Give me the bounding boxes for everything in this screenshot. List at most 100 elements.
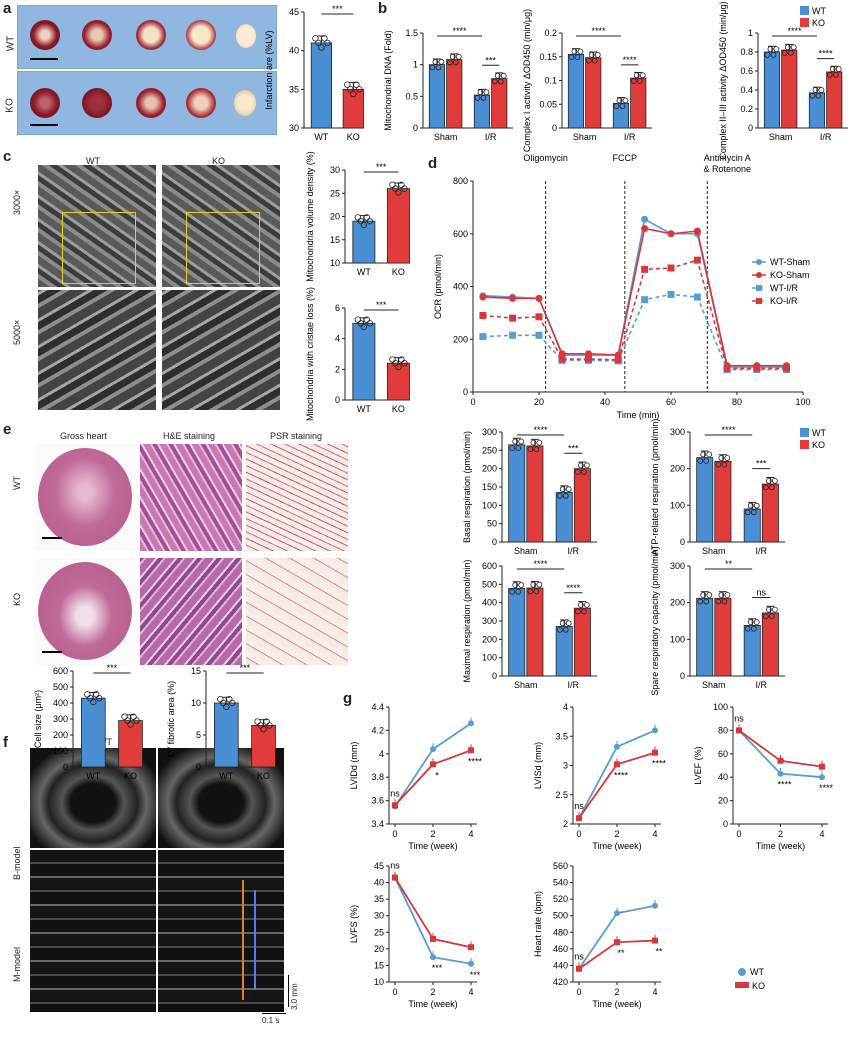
b_complex23-point [829, 66, 836, 72]
panel-label-c: c [3, 148, 12, 165]
d_spare-point [718, 592, 725, 598]
g_lvef-marker [777, 770, 784, 777]
e_fibrotic-point [266, 722, 273, 729]
d_ocr-marker [558, 351, 566, 359]
c_cristae-point [392, 360, 399, 367]
a_infarct-point [324, 39, 331, 47]
a_infarct-point [350, 90, 357, 98]
em-ko-5000 [162, 290, 280, 410]
b_complex23-point [787, 50, 794, 56]
g-legend-marker-wt [738, 968, 746, 976]
sig-label: *** [332, 4, 343, 14]
g_lvidd-marker [430, 761, 436, 768]
b_mtdna-bar-Sham-WT [428, 64, 445, 129]
legend-swatch-wt [800, 428, 809, 437]
c_volume-point [401, 185, 408, 192]
g_lvfs-xtick-label: 4 [468, 987, 473, 997]
d_atp-xtick-label: I/R [756, 546, 768, 556]
g_lvisd-ylabel: LVISd (mm) [533, 742, 543, 789]
e_cellsize-point [93, 691, 100, 698]
g_hr-ytick-label: 500 [553, 911, 568, 921]
g_lvidd-marker [392, 802, 398, 809]
d_ocr-xtick-label: 0 [470, 397, 475, 407]
d_ocr-marker [614, 351, 622, 359]
g_hr-sig: ns [574, 952, 584, 962]
e_cellsize-point [133, 717, 140, 724]
d_atp-point [750, 509, 757, 516]
a_infarct-bar-WT [310, 42, 333, 129]
g_lvidd-marker [468, 747, 474, 754]
g_lvef-marker [736, 727, 742, 734]
g_lvef-ytick-label: 80 [718, 725, 728, 735]
b_complex23-point [767, 46, 774, 53]
g_hr-ytick-label: 540 [553, 878, 568, 888]
d_spare-xtick-label: I/R [756, 680, 768, 690]
d_ocr-marker [479, 333, 487, 341]
g_lvidd-ytick-label: 3.6 [371, 796, 384, 806]
b_mtdna-point [491, 78, 498, 85]
c_volume-ylabel: Mitochondria volume density (%) [305, 151, 315, 282]
d_ocr-marker [558, 355, 566, 363]
d_ocr-marker [614, 357, 622, 365]
b_complex23-xtick-label: Sham [769, 132, 793, 142]
b_complex1-xtick-label: Sham [573, 132, 597, 142]
d_ocr-marker [783, 363, 790, 371]
d_maximal-ytick-label: 600 [482, 561, 497, 571]
d_ocr-annotation: Oligomycin [523, 153, 568, 163]
e_fibrotic-point [254, 718, 261, 725]
b_complex1-point [636, 78, 643, 84]
c_cristae-point [360, 323, 368, 331]
e_cellsize-ytick-label: 300 [53, 714, 68, 724]
c_volume-point [398, 181, 405, 189]
a_infarct-point [344, 81, 351, 88]
g_lvfs-ytick-label: 45 [374, 861, 384, 871]
g_lvisd-ytick-label: 4 [563, 702, 568, 712]
d_atp-xtick-label: Sham [702, 546, 726, 556]
c_cristae-point [366, 320, 374, 327]
legend-swatch-ko [800, 440, 809, 449]
c_volume-xtick-label: KO [392, 267, 405, 277]
g_lvisd-ytick-label: 3.5 [555, 731, 568, 741]
d_maximal-xtick-label: I/R [568, 680, 580, 690]
panel-label-a: a [3, 0, 12, 17]
b_complex1-point [591, 57, 598, 64]
g_hr-xlabel: Time (week) [592, 999, 641, 1009]
g_lvfs-ytick-label: 10 [374, 977, 384, 987]
g_lvfs-ytick-label: 40 [374, 878, 384, 888]
g_lvef-ytick-label: 60 [718, 749, 728, 759]
b_complex1-point [639, 72, 646, 79]
c_cristae-bar-WT [352, 322, 376, 401]
d_basal-point [583, 462, 590, 469]
b_complex1-ytick-label: 0.1 [544, 76, 557, 86]
b_complex1-point [613, 103, 620, 110]
histo-row-wt: WT [12, 476, 22, 490]
g_hr-marker [576, 965, 582, 972]
d_ocr-marker [509, 293, 517, 301]
g_lvidd-ytick-label: 4 [379, 749, 384, 759]
a_infarct-ytick-label: 30 [289, 123, 299, 133]
g_hr-xtick-label: 0 [576, 987, 581, 997]
b_complex23-ylabel: Complex II–III activity ΔOD450 (min/μg) [718, 1, 728, 159]
d_basal-point [530, 439, 537, 446]
d_basal-ytick-label: 150 [482, 482, 497, 492]
d_spare-bar-Sham-WT [696, 597, 714, 677]
b_mtdna-ytick-label: 0 [413, 123, 418, 133]
b_complex1-ytick-label: 0.2 [544, 28, 557, 38]
g_lvisd-ytick-label: 3 [563, 761, 568, 771]
c_cristae-point [363, 316, 371, 323]
d_maximal-ytick-label: 0 [492, 671, 497, 681]
b_complex23-point [764, 51, 771, 58]
b_complex23-point [818, 87, 825, 93]
d_spare-point [721, 598, 728, 605]
c_volume-point [366, 217, 374, 225]
d_maximal-xtick-label: Sham [514, 680, 538, 690]
e_cellsize-point [127, 721, 134, 728]
b_complex1-ytick-label: 0 [552, 123, 557, 133]
d_spare-ytick-label: 100 [670, 634, 685, 644]
c_cristae-xtick-label: WT [357, 404, 371, 414]
a_infarct-xtick-label: KO [347, 132, 360, 142]
b_mtdna-bar-I/R-WT [473, 94, 490, 129]
g_lvidd-sig: **** [468, 756, 483, 766]
g-legend-label-wt: WT [750, 967, 764, 977]
b_complex1-point [594, 51, 601, 58]
